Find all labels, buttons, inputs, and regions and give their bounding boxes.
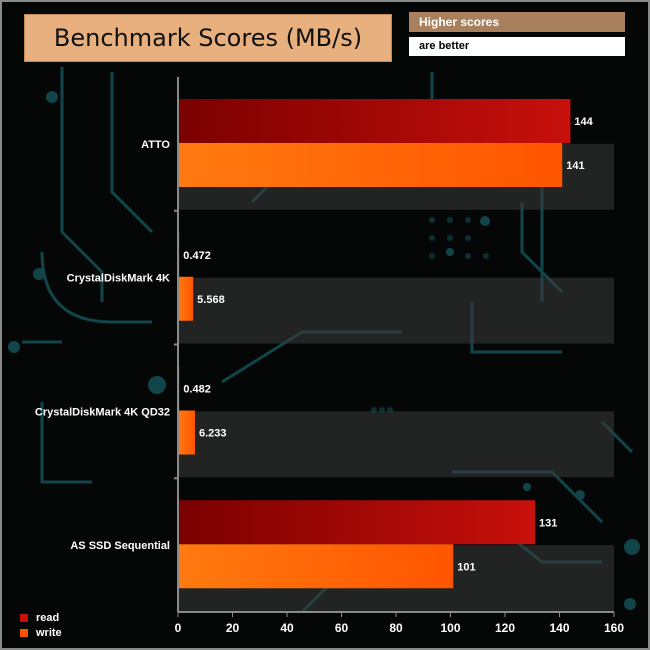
bar-write xyxy=(178,544,454,589)
legend-swatch-read xyxy=(20,614,28,622)
bar-write xyxy=(178,410,195,455)
note-box-bottom: are better xyxy=(409,37,625,56)
chart-title-box: Benchmark Scores (MB/s) xyxy=(24,14,392,62)
data-label-write: 5.568 xyxy=(197,294,225,306)
legend-item-write: write xyxy=(20,627,62,639)
data-label-write: 6.233 xyxy=(199,428,227,440)
data-label-write: 141 xyxy=(566,160,584,172)
data-label-read: 144 xyxy=(574,116,593,128)
category-band xyxy=(178,411,614,478)
category-label: ATTO xyxy=(141,139,170,151)
x-tick-label: 120 xyxy=(495,621,515,635)
x-tick-label: 140 xyxy=(549,621,569,635)
data-label-read: 131 xyxy=(539,517,557,529)
x-tick-label: 60 xyxy=(335,621,349,635)
note-line-2: are better xyxy=(419,40,470,52)
data-label-read: 0.482 xyxy=(183,384,211,396)
bar-write xyxy=(178,143,563,187)
legend-swatch-write xyxy=(20,629,28,637)
note-line-1: Higher scores xyxy=(419,15,500,29)
x-tick-label: 100 xyxy=(440,621,460,635)
category-label: AS SSD Sequential xyxy=(70,540,170,552)
data-label-read: 0.472 xyxy=(183,250,211,262)
data-label-write: 101 xyxy=(457,561,475,573)
legend-label-read: read xyxy=(36,612,60,624)
bar-write xyxy=(178,276,194,321)
x-tick-label: 80 xyxy=(389,621,403,635)
category-label: CrystalDiskMark 4K QD32 xyxy=(35,406,170,418)
x-tick-label: 40 xyxy=(280,621,294,635)
bar-read xyxy=(178,99,571,143)
x-tick-label: 20 xyxy=(226,621,240,635)
x-tick-label: 160 xyxy=(604,621,624,635)
chart-title: Benchmark Scores (MB/s) xyxy=(53,24,363,52)
category-band xyxy=(178,277,614,344)
legend-label-write: write xyxy=(36,627,62,639)
bar-read xyxy=(178,500,535,545)
x-tick-label: 0 xyxy=(175,621,182,635)
note-box-top: Higher scores xyxy=(409,12,625,32)
category-label: CrystalDiskMark 4K xyxy=(67,273,170,285)
legend-item-read: read xyxy=(20,612,59,624)
